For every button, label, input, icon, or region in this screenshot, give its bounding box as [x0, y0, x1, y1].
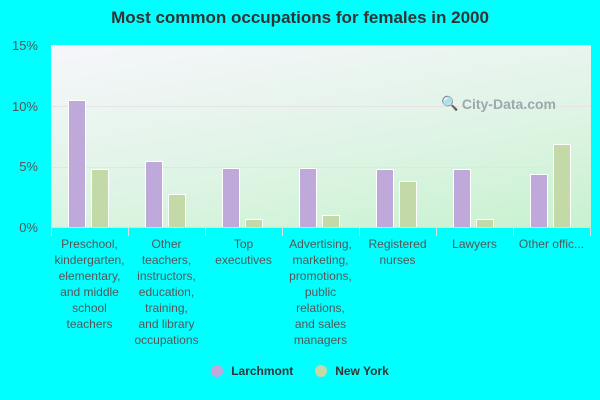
x-tick [51, 228, 52, 236]
y-tick-10: 10% [11, 99, 38, 114]
bar-larchmont-4[interactable] [376, 169, 394, 227]
y-tick-0: 0% [19, 220, 38, 235]
x-label-6: Other offic... [518, 237, 585, 251]
x-label-4: Registered nurses [368, 237, 427, 267]
y-tick-15: 15% [11, 38, 38, 53]
x-label-5: Lawyers [452, 237, 497, 251]
x-tick [359, 228, 360, 236]
gridline-10 [51, 106, 591, 107]
bar-larchmont-1[interactable] [145, 161, 163, 227]
bar-larchmont-3[interactable] [299, 168, 317, 227]
x-tick [128, 228, 129, 236]
chart-title: Most common occupations for females in 2… [111, 8, 489, 27]
bar-new-york-0[interactable] [91, 169, 109, 227]
watermark: 🔍 City-Data.com [441, 95, 556, 112]
y-tick-5: 5% [19, 159, 38, 174]
gridline-5 [51, 167, 591, 168]
city-data-logo-icon: 🔍 [441, 95, 459, 111]
x-tick [205, 228, 206, 236]
new-york-swatch-icon [315, 365, 328, 377]
x-label-1: Other teachers, instructors, education, … [134, 237, 199, 347]
x-label-0: Preschool, kindergarten, elementary, and… [54, 237, 125, 331]
legend-item-larchmont[interactable]: Larchmont [211, 364, 293, 378]
bar-new-york-1[interactable] [168, 194, 186, 227]
legend-item-new-york[interactable]: New York [315, 364, 389, 378]
legend: Larchmont New York [0, 364, 600, 378]
x-label-2: Top executives [215, 237, 272, 267]
bar-new-york-2[interactable] [245, 219, 263, 227]
plot-area: 🔍 City-Data.com [51, 45, 591, 227]
bar-larchmont-2[interactable] [222, 168, 240, 227]
x-tick [436, 228, 437, 236]
x-tick [590, 228, 591, 236]
x-tick [282, 228, 283, 236]
x-label-3: Advertising, marketing, promotions, publ… [289, 237, 352, 347]
x-tick [513, 228, 514, 236]
bar-new-york-4[interactable] [399, 181, 417, 227]
bar-larchmont-0[interactable] [68, 100, 86, 227]
bar-larchmont-5[interactable] [453, 169, 471, 227]
larchmont-swatch-icon [211, 365, 224, 377]
bar-new-york-3[interactable] [322, 215, 340, 227]
bar-new-york-6[interactable] [553, 144, 571, 227]
bar-new-york-5[interactable] [476, 219, 494, 227]
x-axis [51, 227, 591, 228]
bar-larchmont-6[interactable] [530, 174, 548, 227]
